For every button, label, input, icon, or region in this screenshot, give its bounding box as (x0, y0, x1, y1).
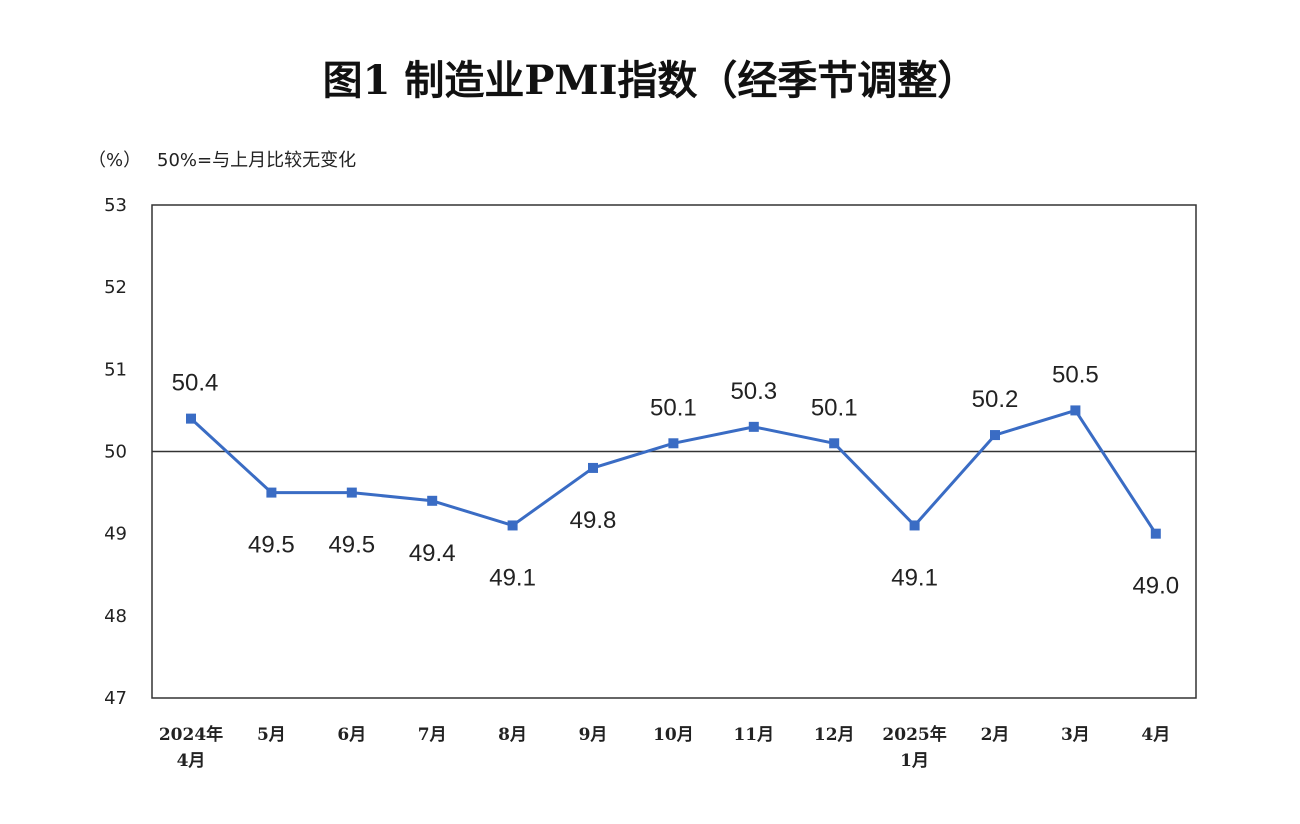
data-point (427, 495, 438, 506)
data-label: 50.4 (172, 370, 219, 397)
data-label: 49.1 (489, 564, 536, 591)
data-label: 49.4 (409, 540, 456, 567)
x-tick-label: 11月 (733, 725, 774, 745)
y-tick-label: 50 (104, 442, 127, 463)
x-tick-label: 4月 (177, 751, 206, 771)
x-tick-label: 1月 (900, 751, 929, 771)
y-tick-label: 52 (104, 277, 127, 298)
data-label: 50.1 (811, 394, 858, 421)
data-label: 50.3 (730, 378, 777, 405)
reference-note: 50%=与上月比较无变化 (157, 150, 356, 171)
x-tick-label: 8月 (498, 725, 527, 745)
data-point (346, 487, 357, 498)
y-tick-label: 51 (104, 359, 127, 380)
data-point (186, 413, 196, 424)
y-tick-label: 47 (104, 688, 127, 709)
data-label: 49.0 (1132, 573, 1179, 600)
x-tick-label: 12月 (814, 725, 855, 745)
data-label: 49.8 (570, 507, 617, 534)
x-tick-label: 2024年 (159, 724, 223, 745)
data-label: 49.5 (328, 532, 375, 559)
x-tick-label: 9月 (579, 725, 608, 745)
series-line (189, 408, 1158, 535)
x-tick-label: 5月 (257, 725, 286, 745)
y-tick-label: 53 (104, 195, 127, 216)
y-tick-label: 49 (104, 524, 127, 545)
x-tick-label: 2月 (981, 725, 1010, 745)
data-point (266, 487, 277, 498)
x-tick-label: 6月 (337, 725, 366, 745)
data-point (1150, 528, 1161, 539)
y-unit-label: （%） (88, 150, 141, 171)
data-point (748, 421, 759, 432)
data-label: 50.5 (1052, 361, 1099, 388)
data-label: 50.1 (650, 394, 697, 421)
data-point (909, 520, 920, 531)
data-point (829, 438, 840, 449)
x-tick-label: 2025年 (882, 724, 946, 745)
data-point (507, 520, 518, 531)
data-point (668, 438, 679, 449)
x-tick-label: 7月 (418, 725, 447, 745)
chart-title: 图1 制造业PMI指数（经季节调整） (323, 57, 978, 104)
data-point (1070, 405, 1081, 416)
data-label: 50.2 (972, 386, 1019, 413)
data-point (588, 462, 598, 473)
x-tick-label: 4月 (1141, 725, 1170, 745)
data-point (990, 430, 1000, 441)
data-label: 49.5 (248, 532, 295, 559)
x-tick-label: 3月 (1061, 725, 1090, 745)
data-label: 49.1 (891, 564, 938, 591)
x-tick-label: 10月 (653, 725, 694, 745)
y-tick-label: 48 (104, 606, 127, 627)
